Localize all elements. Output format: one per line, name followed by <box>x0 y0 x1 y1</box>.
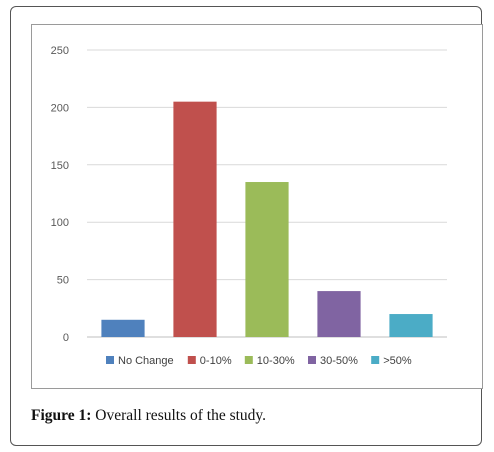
legend-label: >50% <box>383 355 412 367</box>
legend-label: No Change <box>118 355 174 367</box>
legend-label: 10-30% <box>257 355 295 367</box>
chart-area: 0 50 100 150 200 250 No Change 0-10% 10-30% 30-50… <box>31 24 483 389</box>
bar-chart: 0 50 100 150 200 250 No Change 0-10% 10-30% 30-50… <box>51 45 447 367</box>
y-tick-label: 250 <box>51 45 69 57</box>
figure-caption: Figure 1: Overall results of the study. <box>31 407 481 425</box>
y-tick-label: 50 <box>57 275 69 287</box>
bar <box>245 182 289 337</box>
legend-label: 0-10% <box>200 355 232 367</box>
y-tick-label: 200 <box>51 102 69 114</box>
y-tick-label: 0 <box>63 332 69 344</box>
legend-swatch <box>187 356 196 364</box>
legend-swatch <box>308 356 316 364</box>
figure-caption-text: Overall results of the study. <box>91 407 267 424</box>
bar <box>389 314 433 337</box>
bar <box>101 319 145 337</box>
legend-label: 30-50% <box>320 355 358 367</box>
legend-swatch <box>106 356 114 364</box>
bar <box>173 101 217 337</box>
bar <box>317 291 361 337</box>
legend-swatch <box>371 356 380 364</box>
y-tick-label: 150 <box>51 160 69 172</box>
legend-swatch <box>244 356 253 364</box>
y-tick-label: 100 <box>51 217 69 229</box>
figure-label: Figure 1: <box>31 407 92 424</box>
figure-frame: 0 50 100 150 200 250 No Change 0-10% 10-30% 30-50… <box>10 6 483 446</box>
